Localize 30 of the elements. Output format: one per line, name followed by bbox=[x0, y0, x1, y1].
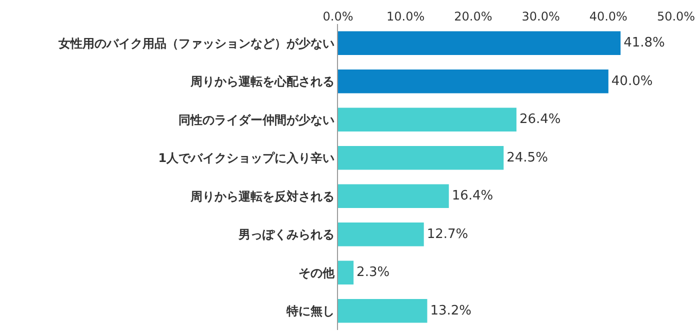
y-tick-label: 男っぽくみられる bbox=[238, 228, 335, 242]
y-tick-label: 周りから運転を心配される bbox=[190, 74, 335, 89]
x-tick-label: 40.0% bbox=[589, 10, 628, 24]
y-tick-label: その他 bbox=[298, 266, 336, 280]
bar bbox=[338, 108, 516, 132]
x-tick-label: 20.0% bbox=[454, 10, 492, 24]
data-label: 12.7% bbox=[426, 226, 468, 242]
y-tick-label: 同性のライダー仲間が少ない bbox=[178, 112, 335, 127]
bar bbox=[338, 146, 504, 170]
bar bbox=[338, 184, 449, 208]
bar bbox=[338, 222, 424, 246]
data-label: 16.4% bbox=[452, 188, 494, 204]
x-tick-label: 0.0% bbox=[322, 10, 354, 24]
y-tick-label: 周りから運転を反対される bbox=[190, 189, 335, 204]
y-tick-label: 1人でバイクショップに入り辛い bbox=[158, 151, 335, 166]
bar bbox=[338, 260, 354, 284]
bar bbox=[338, 299, 428, 323]
bar bbox=[338, 31, 621, 55]
x-tick-label: 30.0% bbox=[522, 10, 560, 24]
x-tick-label: 10.0% bbox=[386, 10, 425, 24]
data-label: 24.5% bbox=[506, 150, 548, 166]
data-label: 2.3% bbox=[356, 265, 390, 280]
data-label: 40.0% bbox=[611, 74, 653, 89]
y-tick-label: 特に無し bbox=[286, 304, 335, 318]
data-label: 26.4% bbox=[519, 112, 561, 128]
x-tick-label: 50.0% bbox=[656, 10, 696, 24]
data-label: 13.2% bbox=[430, 303, 472, 318]
data-label: 41.8% bbox=[624, 36, 665, 51]
bar bbox=[338, 70, 608, 94]
y-tick-label: 女性用のバイク用品（ファッションなど）が少ない bbox=[58, 36, 335, 50]
